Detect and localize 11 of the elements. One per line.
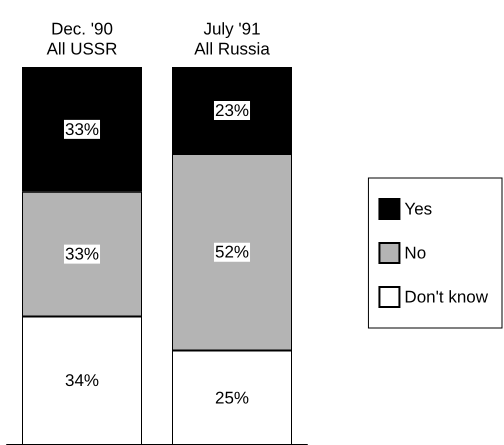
data-label: 52% bbox=[214, 242, 250, 262]
legend-label: Don't know bbox=[404, 288, 489, 306]
legend-label: No bbox=[404, 244, 426, 262]
data-label: 34% bbox=[64, 371, 100, 390]
data-label: 33% bbox=[64, 120, 100, 139]
data-label: 25% bbox=[214, 388, 250, 408]
legend-label: Yes bbox=[404, 200, 432, 218]
x-tick-label: July '91 All Russia bbox=[194, 20, 270, 58]
data-label: 23% bbox=[214, 100, 250, 120]
x-tick-label: Dec. '90 All USSR bbox=[46, 20, 118, 58]
data-label: 33% bbox=[64, 244, 100, 264]
